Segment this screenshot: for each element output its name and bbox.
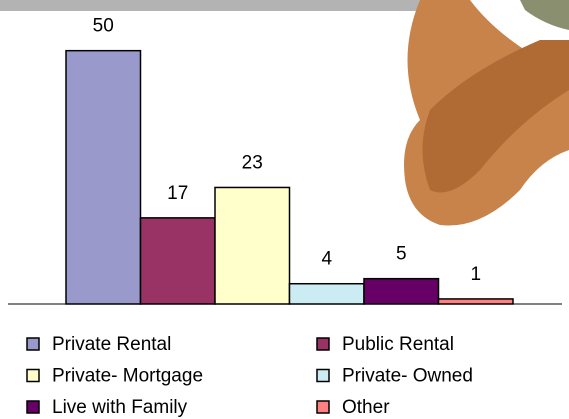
legend-label: Public Rental — [342, 334, 454, 355]
bar — [66, 51, 141, 304]
data-label: 1 — [470, 264, 481, 285]
data-label: 5 — [396, 244, 407, 265]
data-label: 17 — [167, 183, 188, 204]
legend-swatch — [317, 401, 329, 413]
bar — [439, 299, 514, 304]
legend-label: Private Rental — [52, 334, 171, 355]
header-band — [0, 0, 430, 11]
legend-label: Private- Mortgage — [52, 366, 203, 387]
arms-illustration — [404, 0, 569, 226]
legend-swatch — [27, 338, 39, 350]
legend-label: Other — [342, 397, 390, 418]
legend-swatch — [27, 370, 39, 382]
bar — [290, 284, 365, 304]
bar — [215, 187, 290, 304]
bar — [141, 218, 216, 304]
chart: 50 17 23 4 5 1 Private Rental Public Rental Priv… — [0, 0, 569, 419]
legend-label: Live with Family — [52, 397, 188, 418]
legend-label: Private- Owned — [342, 366, 473, 387]
data-label: 4 — [321, 249, 332, 270]
data-label: 23 — [242, 152, 263, 173]
data-label: 50 — [93, 16, 114, 37]
legend-swatch — [317, 338, 329, 350]
bar — [364, 279, 439, 304]
legend-swatch — [317, 370, 329, 382]
legend-swatch — [27, 401, 39, 413]
